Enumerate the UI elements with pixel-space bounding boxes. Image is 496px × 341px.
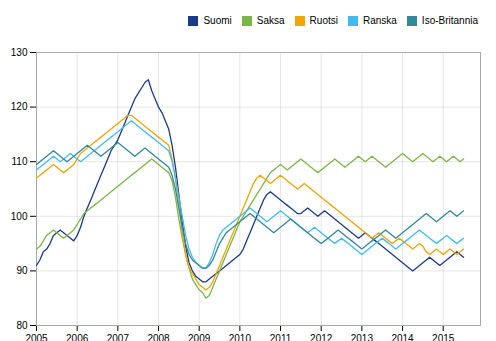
svg-text:2009: 2009 [188, 333, 211, 341]
svg-text:2011: 2011 [270, 333, 292, 341]
svg-text:100: 100 [11, 211, 28, 222]
svg-text:2010: 2010 [229, 333, 252, 341]
svg-text:110: 110 [12, 156, 28, 167]
html-text:Ranska: Ranska [363, 15, 397, 26]
svg-text:2012: 2012 [310, 333, 333, 341]
svg-text:2013: 2013 [351, 333, 374, 341]
html-text:Saksa: Saksa [256, 15, 285, 26]
html-text:Iso-Britannia: Iso-Britannia [421, 15, 478, 26]
svg-text:2007: 2007 [107, 333, 130, 341]
svg-text:130: 130 [11, 47, 28, 58]
svg-text:2006: 2006 [66, 333, 89, 341]
svg-text:2005: 2005 [25, 333, 48, 341]
svg-text:80: 80 [16, 320, 28, 331]
html-text:Ruotsi: Ruotsi [309, 15, 338, 26]
html-text:Suomi: Suomi [203, 15, 232, 26]
svg-text:2008: 2008 [147, 333, 170, 341]
svg-text:2014: 2014 [391, 333, 414, 341]
svg-text:120: 120 [11, 101, 28, 112]
svg-text:2015: 2015 [432, 333, 455, 341]
svg-text:90: 90 [16, 265, 28, 276]
